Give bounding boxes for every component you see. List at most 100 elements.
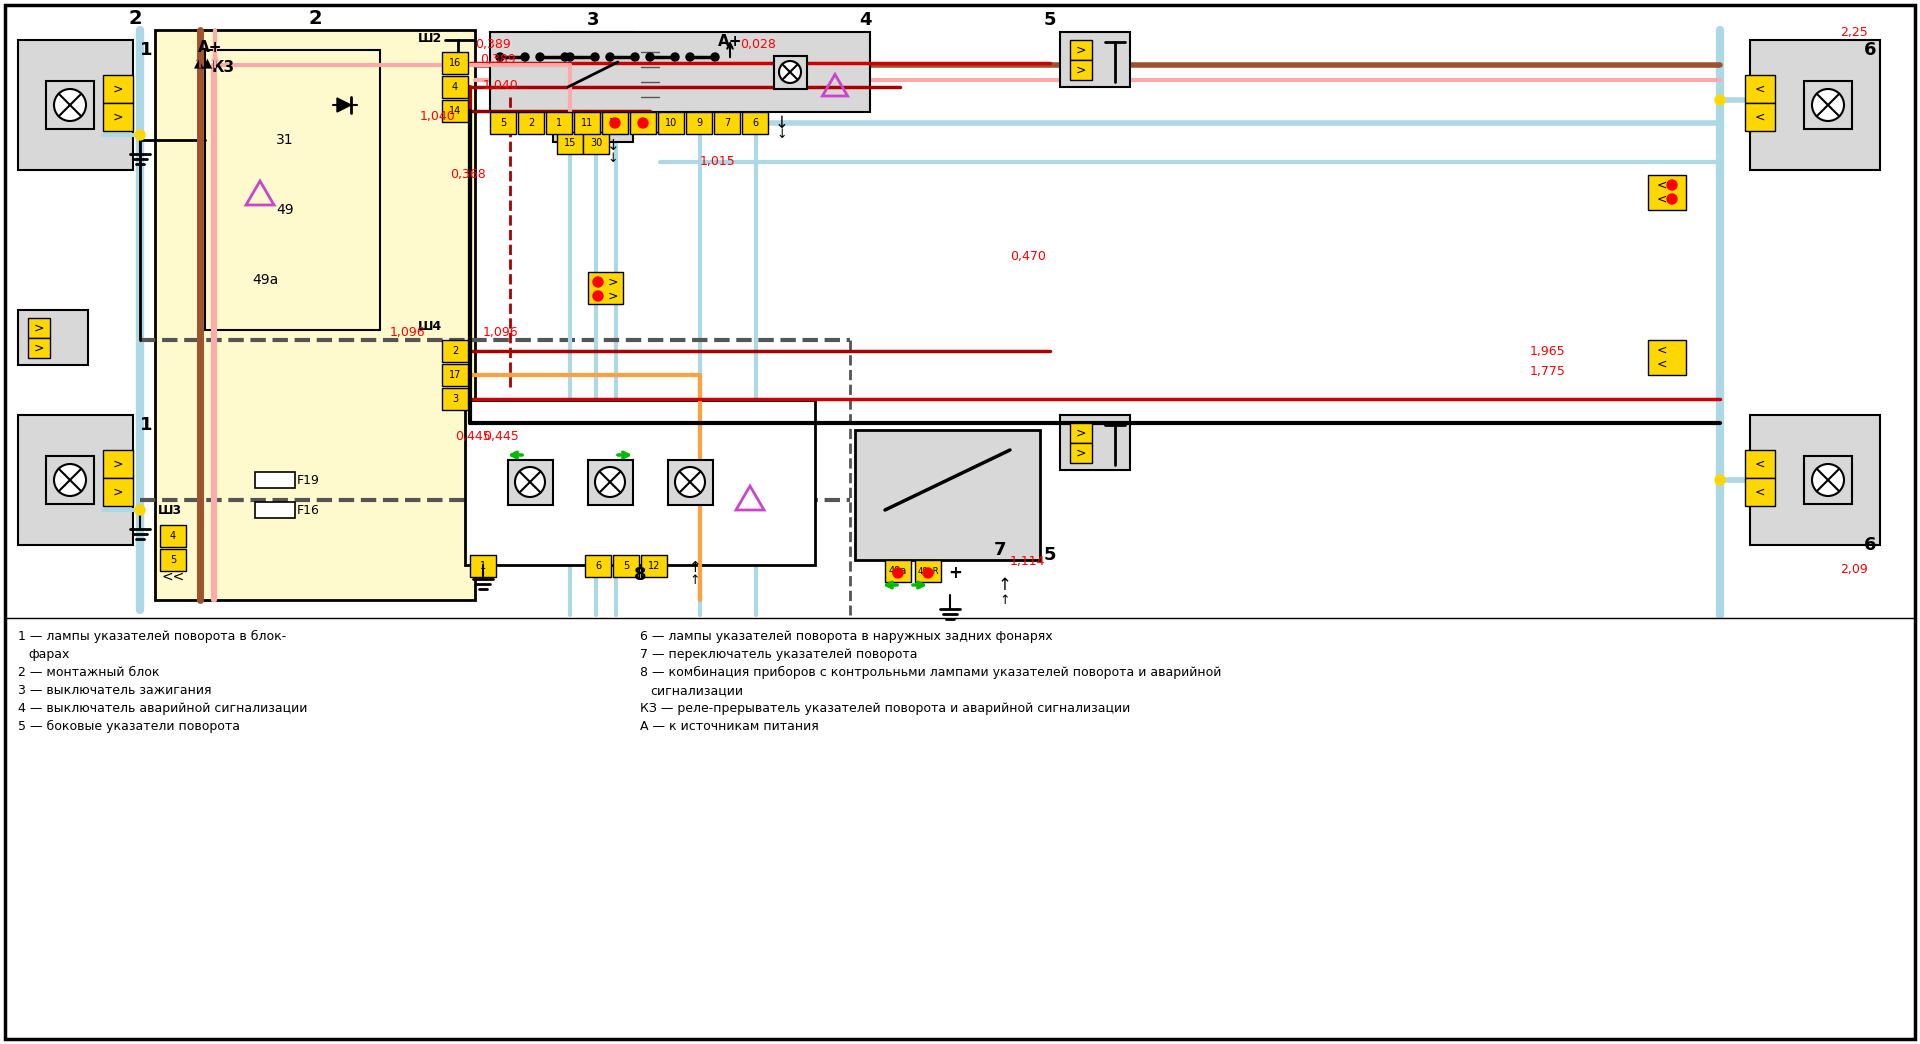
Text: 4: 4: [858, 11, 872, 29]
Text: >: >: [113, 82, 123, 95]
Bar: [741, 112, 768, 134]
Bar: [29, 338, 50, 358]
Circle shape: [645, 53, 655, 61]
Text: ↓: ↓: [778, 127, 787, 141]
Circle shape: [893, 568, 902, 578]
Bar: [255, 472, 296, 488]
Text: Ш3: Ш3: [157, 504, 182, 518]
Circle shape: [520, 53, 530, 61]
Bar: [588, 459, 632, 504]
Circle shape: [780, 61, 801, 84]
Bar: [507, 459, 553, 504]
Bar: [1745, 103, 1774, 130]
Text: >: >: [1075, 427, 1087, 440]
Text: ↓: ↓: [776, 114, 789, 132]
Bar: [1069, 423, 1092, 443]
Circle shape: [611, 118, 620, 128]
Bar: [1060, 416, 1131, 470]
Text: 3 — выключатель зажигания: 3 — выключатель зажигания: [17, 684, 211, 697]
Text: >: >: [609, 289, 618, 303]
Text: 12: 12: [647, 561, 660, 571]
Text: 1: 1: [557, 118, 563, 128]
Circle shape: [515, 467, 545, 497]
Text: 1,040: 1,040: [420, 110, 455, 123]
Text: >: >: [1075, 44, 1087, 56]
Text: <: <: [1755, 82, 1764, 95]
Text: 2 — монтажный блок: 2 — монтажный блок: [17, 666, 159, 679]
Circle shape: [685, 53, 693, 61]
Circle shape: [566, 53, 574, 61]
Bar: [255, 502, 296, 518]
Text: 15: 15: [564, 138, 576, 148]
Circle shape: [1715, 95, 1724, 105]
Circle shape: [607, 53, 614, 61]
Text: 4: 4: [639, 118, 645, 128]
Bar: [714, 112, 739, 134]
Text: 3: 3: [588, 11, 599, 29]
Text: 30: 30: [589, 138, 603, 148]
Circle shape: [1667, 194, 1676, 204]
Circle shape: [1715, 475, 1724, 485]
Text: Ш2: Ш2: [419, 31, 442, 45]
Text: ↑: ↑: [998, 576, 1012, 594]
Bar: [442, 76, 468, 98]
Text: 4: 4: [451, 82, 459, 92]
Bar: [630, 112, 657, 134]
Bar: [442, 100, 468, 122]
Bar: [46, 81, 94, 129]
Text: 7: 7: [995, 541, 1006, 559]
Bar: [885, 560, 910, 582]
Bar: [603, 112, 628, 134]
Circle shape: [924, 568, 933, 578]
Circle shape: [595, 467, 626, 497]
Circle shape: [676, 467, 705, 497]
Text: 2: 2: [451, 346, 459, 356]
Text: 0,445: 0,445: [484, 430, 518, 443]
Text: 0,445: 0,445: [455, 430, 492, 443]
Text: 6: 6: [1864, 536, 1876, 554]
Bar: [685, 112, 712, 134]
Text: >: >: [1075, 447, 1087, 459]
Bar: [557, 132, 584, 155]
Text: 1: 1: [140, 416, 152, 434]
Text: 1: 1: [480, 561, 486, 571]
Bar: [1745, 75, 1774, 103]
Circle shape: [670, 53, 680, 61]
Text: 14: 14: [449, 106, 461, 116]
Bar: [1805, 81, 1853, 129]
Text: ↑: ↑: [689, 561, 701, 575]
Text: 16: 16: [449, 58, 461, 68]
Bar: [104, 450, 132, 478]
Text: 2: 2: [528, 118, 534, 128]
Circle shape: [495, 53, 503, 61]
Bar: [442, 364, 468, 386]
Bar: [1069, 60, 1092, 80]
Text: F16: F16: [298, 503, 321, 517]
Bar: [104, 75, 132, 103]
Bar: [104, 478, 132, 506]
Text: 6: 6: [595, 561, 601, 571]
Bar: [17, 310, 88, 365]
Text: 8 — комбинация приборов с контрольньми лампами указателей поворота и аварийной: 8 — комбинация приборов с контрольньми л…: [639, 666, 1221, 679]
Bar: [29, 318, 50, 338]
Bar: [586, 555, 611, 577]
Text: 2,09: 2,09: [1839, 563, 1868, 576]
Text: >: >: [1075, 64, 1087, 76]
Bar: [442, 388, 468, 410]
Bar: [465, 400, 814, 565]
Text: 31: 31: [276, 133, 294, 147]
Bar: [104, 103, 132, 130]
Text: <<: <<: [161, 570, 184, 584]
Text: 17: 17: [449, 370, 461, 380]
Circle shape: [1812, 89, 1843, 121]
Text: <: <: [1657, 357, 1667, 371]
Bar: [442, 52, 468, 74]
Bar: [1805, 456, 1853, 504]
Bar: [0, 0, 1920, 618]
Bar: [156, 30, 474, 600]
Text: 49: 49: [276, 203, 294, 217]
Text: 5: 5: [1044, 546, 1056, 564]
Circle shape: [593, 291, 603, 301]
Circle shape: [54, 89, 86, 121]
Text: 4 — выключатель аварийной сигнализации: 4 — выключатель аварийной сигнализации: [17, 702, 307, 715]
